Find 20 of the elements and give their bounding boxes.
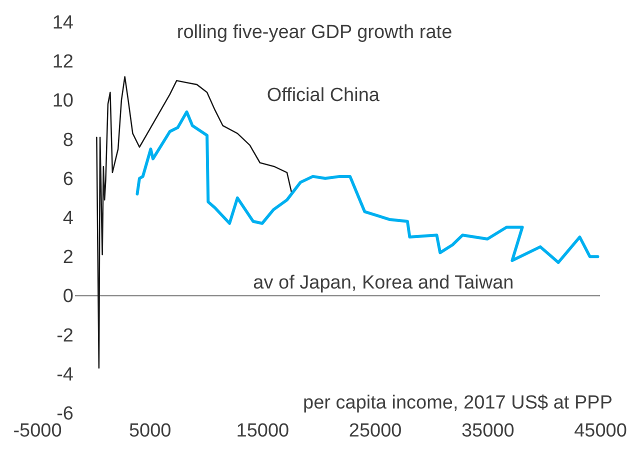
text: Official China [266, 85, 380, 106]
y-tick-label: -2 [56, 325, 74, 346]
x-axis-title: per capita income, 2017 US$ at PPP [303, 392, 612, 414]
x-tick-label: 35000 [461, 420, 514, 442]
y-tick-label: 6 [62, 168, 74, 190]
y-tick-label: 12 [52, 52, 74, 73]
series-label: av of Japan, Korea and Taiwan [253, 272, 514, 294]
y-tick-label: 0 [62, 286, 74, 308]
x-tick-label: 25000 [348, 420, 402, 442]
chart-title: rolling five-year GDP growth rate [176, 22, 452, 43]
y-tick-label: 8 [62, 130, 74, 151]
y-tick-label: 10 [52, 90, 74, 112]
x-tick-label: 5000 [128, 420, 172, 442]
y-tick-label: 14 [52, 12, 74, 34]
y-tick-label: 2 [62, 247, 74, 268]
x-tick-label: 45000 [574, 420, 627, 442]
x-tick-label: 15000 [236, 420, 290, 442]
y-tick-label: -4 [56, 364, 74, 386]
y-tick-label: 4 [62, 208, 74, 229]
line-series [136, 110, 600, 264]
